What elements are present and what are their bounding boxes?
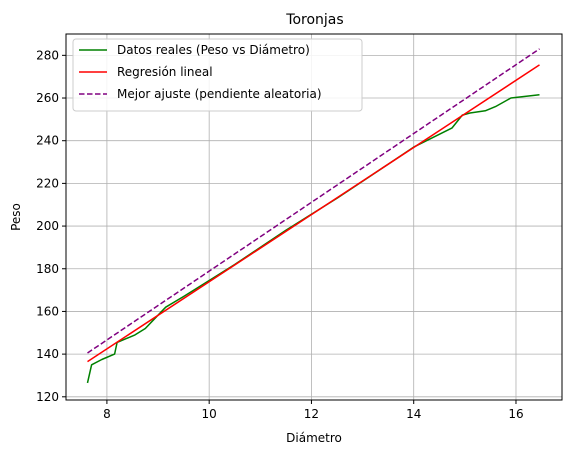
legend: Datos reales (Peso vs Diámetro) Regresión…	[72, 38, 363, 112]
y-tick-label: 260	[36, 91, 59, 105]
x-tick-label: 10	[202, 407, 217, 421]
series-regresion-lineal	[87, 64, 540, 363]
chart-title: Toronjas	[285, 12, 343, 28]
series-datos-reales-peso-vs-diametro	[86, 94, 540, 384]
y-tick-label: 160	[36, 304, 59, 318]
y-axis: 120 140 160 180 200 220 240 260 280	[36, 48, 66, 404]
legend-label: Mejor ajuste (pendiente aleatoria)	[117, 87, 322, 101]
x-tick-label: 8	[103, 407, 111, 421]
x-tick-label: 14	[406, 407, 421, 421]
y-axis-label: Peso	[9, 203, 23, 231]
x-axis-label: Diámetro	[286, 431, 342, 445]
y-tick-label: 280	[36, 48, 59, 62]
legend-box	[72, 38, 363, 112]
x-tick-label: 12	[304, 407, 319, 421]
y-tick-label: 240	[36, 134, 59, 148]
y-tick-label: 220	[36, 176, 59, 190]
plot-frame	[65, 33, 563, 401]
x-tick-label: 16	[508, 407, 523, 421]
legend-label: Regresión lineal	[117, 65, 213, 79]
y-tick-label: 180	[36, 262, 59, 276]
y-tick-label: 120	[36, 390, 59, 404]
y-tick-label: 200	[36, 219, 59, 233]
series-mejor-ajuste-pendiente-aleatoria	[87, 48, 540, 354]
x-axis: 8 10 12 14 16	[103, 400, 524, 421]
legend-label: Datos reales (Peso vs Diámetro)	[117, 43, 310, 57]
plot-series	[86, 48, 540, 384]
y-tick-label: 140	[36, 347, 59, 361]
